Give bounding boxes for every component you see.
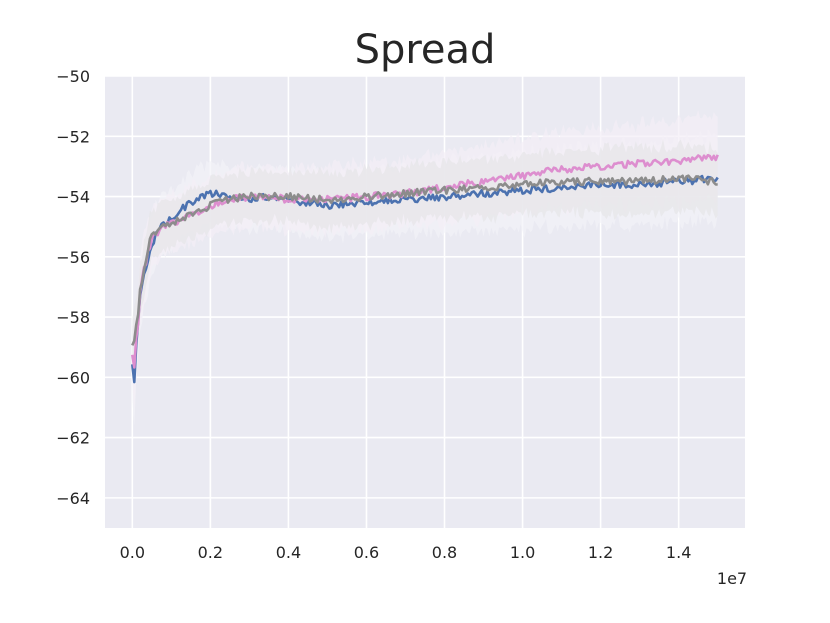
x-tick-label: 1.0 xyxy=(510,543,535,562)
x-tick-label: 0.0 xyxy=(120,543,145,562)
x-tick-label: 0.2 xyxy=(198,543,223,562)
y-tick-label: −54 xyxy=(56,188,90,207)
y-tick-label: −52 xyxy=(56,127,90,146)
x-tick-label: 0.8 xyxy=(432,543,457,562)
y-tick-label: −50 xyxy=(56,67,90,86)
y-tick-label: −58 xyxy=(56,308,90,327)
y-tick-label: −62 xyxy=(56,429,90,448)
series-3-line xyxy=(131,174,718,346)
x-tick-label: 1.2 xyxy=(588,543,613,562)
x-tick-labels: 0.0 0.2 0.4 0.6 0.8 1.0 1.2 1.4 xyxy=(120,543,692,562)
y-tick-label: −64 xyxy=(56,489,90,508)
series-1-line xyxy=(131,174,719,384)
y-tick-label: −56 xyxy=(56,248,90,267)
series-lines xyxy=(131,153,719,384)
y-tick-labels: −64 −62 −60 −58 −56 −54 −52 −50 xyxy=(56,67,90,508)
y-tick-label: −60 xyxy=(56,368,90,387)
x-tick-label: 0.6 xyxy=(354,543,379,562)
x-tick-label: 1.4 xyxy=(666,543,691,562)
chart-title: Spread xyxy=(355,27,496,73)
x-tick-label: 0.4 xyxy=(276,543,301,562)
x-offset-label: 1e7 xyxy=(717,569,747,588)
